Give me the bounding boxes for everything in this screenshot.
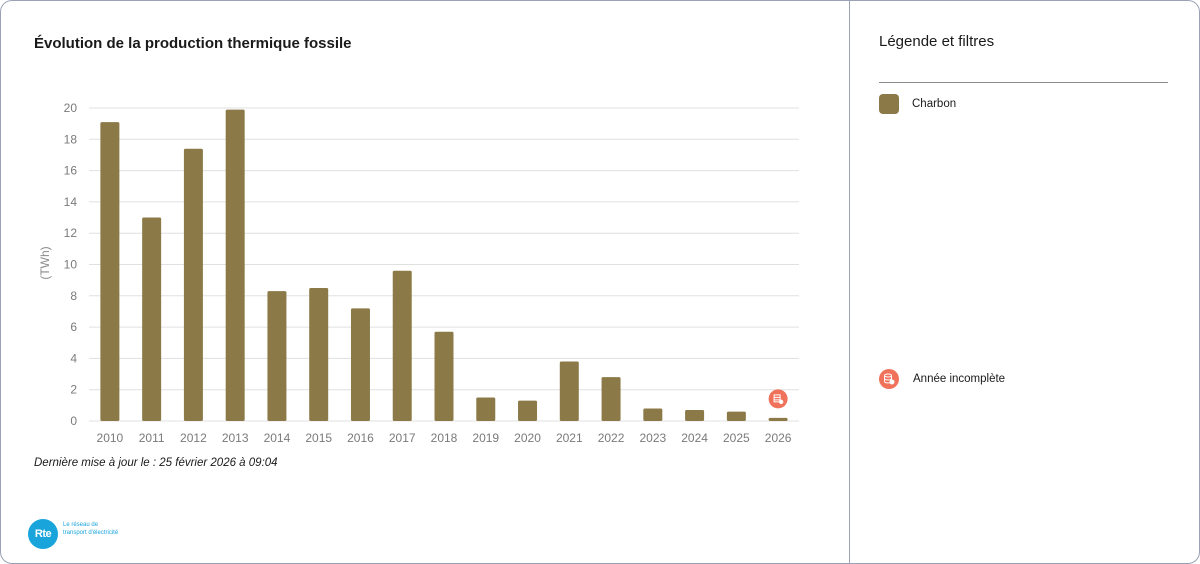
x-tick-label: 2011 bbox=[139, 431, 165, 445]
legend-item-incomplete: Année incomplète bbox=[879, 369, 1005, 389]
y-tick-label: 2 bbox=[70, 383, 77, 397]
bar-2018[interactable] bbox=[434, 331, 454, 421]
bar-2024[interactable] bbox=[685, 410, 705, 421]
bar-2019[interactable] bbox=[476, 397, 496, 421]
x-tick-label: 2014 bbox=[264, 431, 291, 445]
bar-2010[interactable] bbox=[100, 122, 120, 422]
bar-2021[interactable] bbox=[559, 361, 579, 421]
legend-panel: Légende et filtres Charbon Année incompl… bbox=[849, 1, 1199, 563]
logo-mark: Rte bbox=[28, 519, 58, 549]
chart-title: Évolution de la production thermique fos… bbox=[34, 35, 352, 52]
x-tick-label: 2022 bbox=[598, 431, 625, 445]
chart-panel: Évolution de la production thermique fos… bbox=[1, 1, 849, 563]
y-tick-label: 12 bbox=[64, 226, 78, 240]
x-tick-label: 2017 bbox=[389, 431, 416, 445]
legend-label-charbon: Charbon bbox=[912, 98, 957, 110]
x-tick-label: 2025 bbox=[723, 431, 750, 445]
bar-2023[interactable] bbox=[643, 408, 663, 421]
y-tick-label: 14 bbox=[64, 195, 78, 209]
x-tick-label: 2023 bbox=[639, 431, 666, 445]
bar-2020[interactable] bbox=[518, 400, 538, 421]
bar-2017[interactable] bbox=[392, 270, 412, 421]
bar-2012[interactable] bbox=[183, 148, 203, 421]
x-tick-label: 2015 bbox=[305, 431, 332, 445]
incomplete-marker-icon[interactable] bbox=[768, 389, 788, 409]
x-axis-ticks: 2010 2011 2012 2013 2014 2015 2016 2017 2018 2019… bbox=[97, 431, 792, 445]
legend-label-incomplete: Année incomplète bbox=[913, 373, 1006, 385]
y-tick-label: 18 bbox=[64, 132, 78, 146]
x-tick-label: 2026 bbox=[765, 431, 792, 445]
bars bbox=[100, 109, 788, 422]
x-tick-label: 2021 bbox=[556, 431, 583, 445]
x-tick-label: 2010 bbox=[97, 431, 124, 445]
incomplete-markers bbox=[768, 389, 788, 409]
y-tick-label: 0 bbox=[70, 414, 77, 428]
rte-logo: Rte Le réseau de transport d'électricité bbox=[28, 519, 118, 551]
x-tick-label: 2019 bbox=[472, 431, 499, 445]
x-tick-label: 2024 bbox=[681, 431, 708, 445]
x-tick-label: 2013 bbox=[222, 431, 249, 445]
x-tick-label: 2016 bbox=[347, 431, 374, 445]
y-axis-ticks: 0 2 4 6 8 10 12 14 16 18 20 bbox=[64, 101, 78, 428]
logo-text: Le réseau de transport d'électricité bbox=[63, 522, 119, 536]
bar-2025[interactable] bbox=[726, 411, 746, 421]
y-axis-label: (TWh) bbox=[38, 246, 52, 279]
x-tick-label: 2020 bbox=[514, 431, 541, 445]
legend-divider bbox=[879, 82, 1168, 83]
y-tick-label: 6 bbox=[70, 320, 77, 334]
bar-2013[interactable] bbox=[225, 109, 245, 421]
x-tick-label: 2018 bbox=[431, 431, 458, 445]
legend-item-charbon[interactable]: Charbon bbox=[879, 94, 956, 114]
legend-swatch-charbon bbox=[879, 94, 899, 114]
bar-2011[interactable] bbox=[142, 217, 162, 421]
y-tick-label: 4 bbox=[70, 351, 77, 365]
bar-2026[interactable] bbox=[768, 417, 788, 421]
bar-2015[interactable] bbox=[309, 287, 329, 421]
x-tick-label: 2012 bbox=[180, 431, 207, 445]
last-update-text: Dernière mise à jour le : 25 février 202… bbox=[34, 457, 278, 469]
incomplete-year-icon bbox=[879, 369, 899, 389]
legend-title: Légende et filtres bbox=[879, 33, 995, 50]
y-tick-label: 10 bbox=[64, 258, 78, 272]
y-tick-label: 20 bbox=[64, 101, 78, 115]
bar-2016[interactable] bbox=[350, 308, 370, 421]
y-tick-label: 8 bbox=[70, 289, 77, 303]
y-tick-label: 16 bbox=[64, 164, 78, 178]
bar-2014[interactable] bbox=[267, 291, 287, 421]
bar-2022[interactable] bbox=[601, 377, 621, 421]
